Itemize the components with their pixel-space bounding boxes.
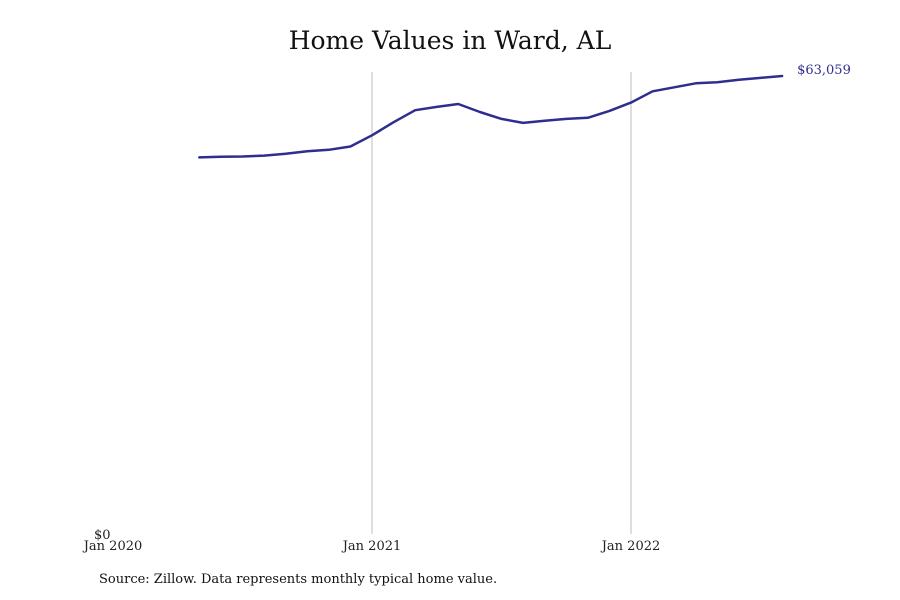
home-value-line bbox=[198, 74, 784, 159]
chart-title: Home Values in Ward, AL bbox=[288, 26, 612, 55]
x-tick-label: Jan 2022 bbox=[600, 539, 661, 554]
x-tick-label: Jan 2020 bbox=[82, 539, 143, 554]
source-note: Source: Zillow. Data represents monthly … bbox=[99, 572, 498, 587]
y-tick-label: $0 bbox=[94, 528, 111, 543]
x-tick-label: Jan 2021 bbox=[341, 539, 402, 554]
end-value-label: $63,059 bbox=[797, 63, 851, 78]
